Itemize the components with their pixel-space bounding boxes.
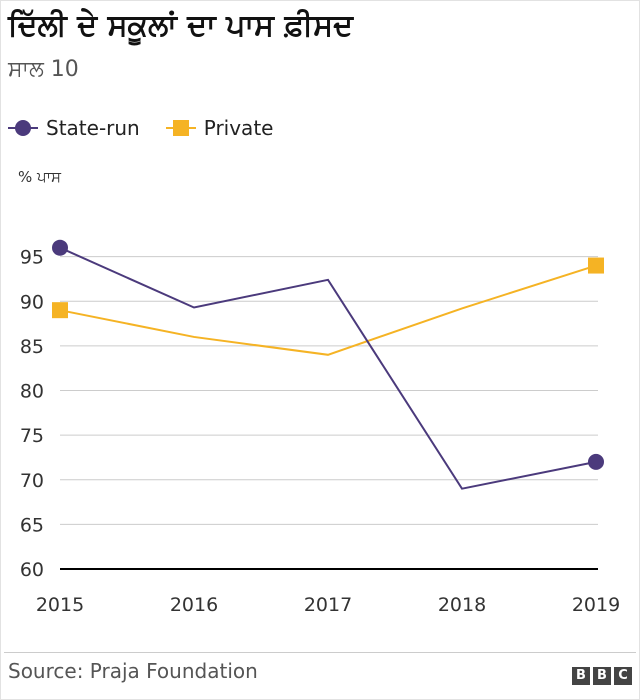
data-point-state-run [52, 239, 68, 256]
y-tick-label: 65 [20, 514, 44, 536]
y-axis-label: % ਪਾਸ [18, 168, 61, 186]
y-tick-label: 75 [20, 425, 44, 447]
x-tick-label: 2017 [304, 594, 352, 616]
x-tick-label: 2015 [36, 594, 84, 616]
data-point-state-run [588, 453, 604, 470]
legend-item-state-run: State-run [8, 116, 140, 140]
data-point-private [52, 302, 68, 319]
series-line-state-run [59, 246, 597, 490]
legend-label-state-run: State-run [46, 116, 140, 140]
legend-label-private: Private [203, 116, 274, 140]
footer-divider [4, 652, 636, 653]
y-tick-label: 95 [20, 247, 44, 269]
bbc-logo-letter: B [593, 667, 611, 685]
data-point-private [588, 257, 604, 274]
bbc-logo-letter: C [614, 667, 632, 685]
legend-circle-icon [8, 118, 38, 138]
y-tick-label: 90 [20, 291, 44, 313]
bbc-logo-letter: B [572, 667, 590, 685]
y-tick-label: 60 [20, 559, 44, 581]
y-tick-label: 80 [20, 381, 44, 403]
x-tick-label: 2019 [572, 594, 620, 616]
chart-title: ਦਿੱਲੀ ਦੇ ਸਕੂਲਾਂ ਦਾ ਪਾਸ ਫ਼ੀਸਦ [8, 8, 354, 43]
x-tick-label: 2018 [438, 594, 486, 616]
legend-square-icon [165, 118, 196, 138]
source-note: Source: Praja Foundation [8, 659, 258, 683]
y-tick-label: 70 [20, 470, 44, 492]
y-tick-label: 85 [20, 336, 44, 358]
legend-item-private: Private [165, 116, 274, 140]
bbc-logo: B B C [569, 667, 632, 685]
x-tick-label: 2016 [170, 594, 218, 616]
chart-legend: State-run Private [8, 112, 299, 144]
chart-subtitle: ਸਾਲ 10 [8, 57, 79, 82]
series-line-private [59, 264, 597, 356]
